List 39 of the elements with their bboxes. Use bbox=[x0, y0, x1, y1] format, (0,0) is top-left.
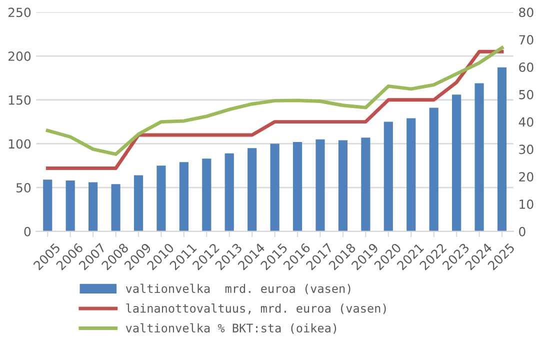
bar bbox=[156, 166, 166, 232]
bar bbox=[179, 162, 188, 232]
y2-tick-label: 0 bbox=[519, 226, 526, 236]
bar bbox=[474, 83, 484, 232]
y-tick-label: 100 bbox=[8, 139, 31, 149]
y2-tick-label: 40 bbox=[518, 117, 534, 127]
y2-tick-label: 80 bbox=[519, 8, 534, 18]
bar bbox=[384, 122, 393, 232]
y2-tick-label: 50 bbox=[519, 90, 534, 100]
bar bbox=[202, 158, 212, 232]
legend-label: lainanottovaltuus, mrd. euroa (vasen) bbox=[126, 304, 386, 314]
bar bbox=[429, 108, 438, 232]
y-tick-label: 200 bbox=[8, 52, 31, 61]
bar bbox=[111, 184, 120, 232]
y-tick-label: 250 bbox=[8, 8, 31, 18]
bar bbox=[361, 138, 370, 232]
bar bbox=[497, 67, 507, 232]
bar bbox=[88, 182, 98, 232]
y-tick-label: 50 bbox=[16, 183, 31, 192]
y2-tick-label: 60 bbox=[519, 62, 534, 72]
y2-tick-label: 70 bbox=[519, 35, 534, 45]
legend-label: valtionvelka mrd. euroa (vasen) bbox=[126, 284, 350, 294]
y2-tick-label: 30 bbox=[519, 144, 534, 154]
bar bbox=[134, 175, 144, 232]
bar bbox=[43, 180, 52, 232]
bar bbox=[292, 142, 302, 232]
y2-tick-label: 20 bbox=[519, 172, 534, 182]
bar bbox=[270, 144, 280, 232]
bar bbox=[224, 153, 234, 232]
legend-label: valtionvelka % BKT:sta (oikea) bbox=[126, 323, 336, 334]
bar bbox=[338, 140, 348, 232]
bar bbox=[66, 180, 75, 232]
y-tick-label: 0 bbox=[24, 226, 31, 236]
bar bbox=[316, 139, 325, 232]
y-tick-label: 150 bbox=[8, 95, 31, 105]
bar bbox=[406, 118, 416, 232]
y2-tick-label: 10 bbox=[520, 199, 534, 209]
bar bbox=[248, 148, 257, 232]
bar bbox=[452, 94, 462, 232]
